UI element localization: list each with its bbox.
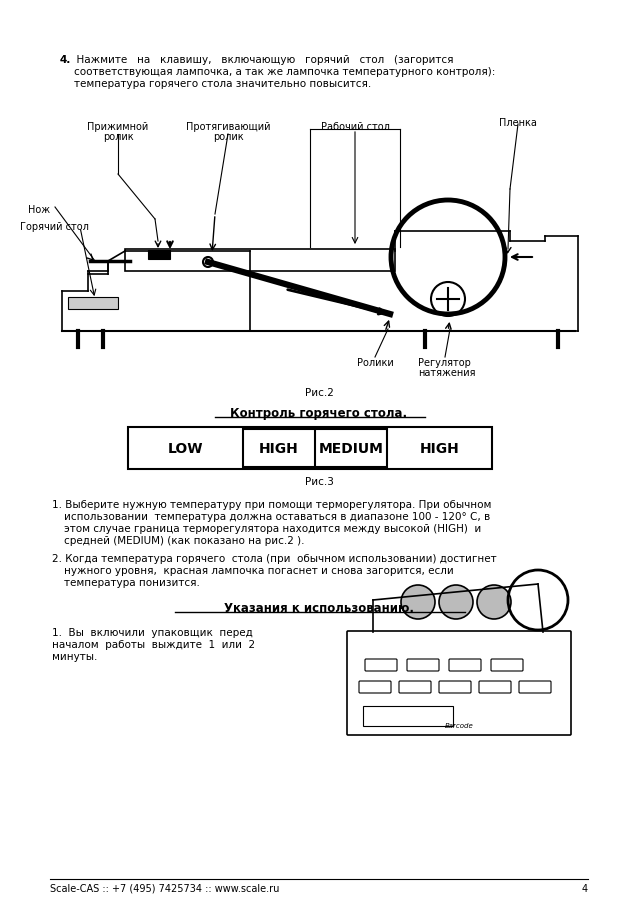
Circle shape	[401, 585, 435, 620]
Text: 1.  Вы  включили  упаковщик  перед: 1. Вы включили упаковщик перед	[52, 627, 253, 638]
Text: HIGH: HIGH	[259, 441, 299, 456]
Text: Регулятор: Регулятор	[418, 357, 471, 368]
Text: Barcode: Barcode	[445, 723, 473, 728]
Text: нужного уровня,  красная лампочка погаснет и снова загорится, если: нужного уровня, красная лампочка погасне…	[64, 566, 454, 575]
Text: ролик: ролик	[212, 132, 243, 142]
Text: 4.  Нажмите   на   клавишу,   включающую   горячий   стол   (загорится: 4. Нажмите на клавишу, включающую горячи…	[60, 55, 454, 65]
Bar	[148, 251, 170, 260]
Bar	[128, 428, 492, 469]
Text: началом  работы  выждите  1  или  2: началом работы выждите 1 или 2	[52, 640, 255, 649]
Text: Рабочий стол: Рабочий стол	[320, 122, 389, 132]
Text: LOW: LOW	[168, 441, 204, 456]
Text: HIGH: HIGH	[420, 441, 459, 456]
Text: минуты.: минуты.	[52, 651, 98, 661]
Text: Ролики: Ролики	[357, 357, 394, 368]
Text: Рис.2: Рис.2	[304, 388, 334, 398]
Bar	[125, 250, 395, 272]
Circle shape	[477, 585, 511, 620]
Text: Указания к использованию.: Указания к использованию.	[224, 602, 414, 614]
Text: Scale-CAS :: +7 (495) 7425734 :: www.scale.ru: Scale-CAS :: +7 (495) 7425734 :: www.sca…	[50, 883, 279, 893]
Bar	[363, 706, 453, 726]
Text: MEDIUM: MEDIUM	[318, 441, 383, 456]
Circle shape	[439, 585, 473, 620]
Text: 1. Выберите нужную температуру при помощи терморегулятора. При обычном: 1. Выберите нужную температуру при помощ…	[52, 500, 491, 510]
Text: Нож: Нож	[28, 205, 50, 215]
Text: натяжения: натяжения	[418, 368, 475, 378]
Text: Контроль горячего стола.: Контроль горячего стола.	[230, 407, 408, 419]
Text: этом случае граница терморегулятора находится между высокой (HIGH)  и: этом случае граница терморегулятора нахо…	[64, 523, 481, 533]
Text: 4: 4	[582, 883, 588, 893]
Text: использовании  температура должна оставаться в диапазоне 100 - 120° C, в: использовании температура должна остават…	[64, 511, 490, 521]
Text: Рис.3: Рис.3	[304, 476, 334, 486]
Text: 4.: 4.	[60, 55, 71, 65]
Bar	[243, 429, 387, 467]
Text: Протягивающий: Протягивающий	[186, 122, 271, 132]
Text: 2. Когда температура горячего  стола (при  обычном использовании) достигнет: 2. Когда температура горячего стола (при…	[52, 554, 496, 564]
Text: температура горячего стола значительно повысится.: температура горячего стола значительно п…	[74, 78, 371, 89]
Text: Прижимной: Прижимной	[87, 122, 149, 132]
Text: ролик: ролик	[103, 132, 133, 142]
Bar	[68, 298, 118, 309]
Text: Горячий стол: Горячий стол	[20, 222, 89, 232]
Text: температура понизится.: температура понизится.	[64, 577, 200, 587]
Text: средней (MEDIUM) (как показано на рис.2 ).: средней (MEDIUM) (как показано на рис.2 …	[64, 536, 304, 546]
Text: соответствующая лампочка, а так же лампочка температурного контроля):: соответствующая лампочка, а так же лампо…	[74, 67, 495, 77]
Text: Пленка: Пленка	[499, 118, 537, 128]
